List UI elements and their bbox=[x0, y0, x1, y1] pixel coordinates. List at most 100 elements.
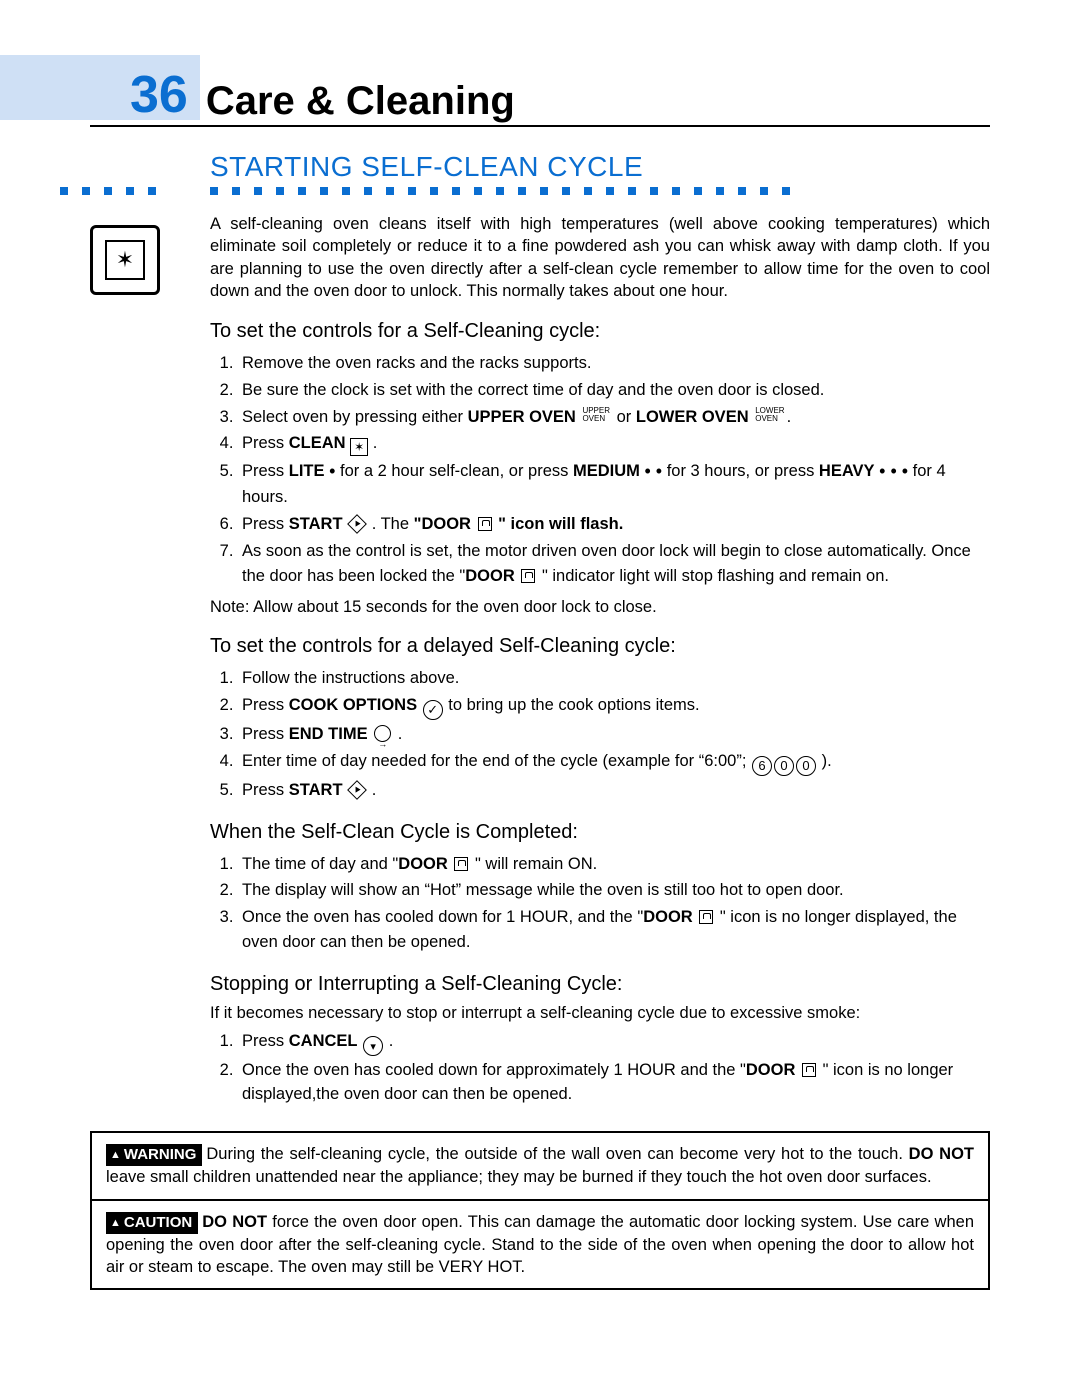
step-text: Press bbox=[242, 434, 289, 452]
bold-term: END TIME bbox=[289, 725, 368, 743]
list-item: Press START . The "DOOR " icon will flas… bbox=[238, 512, 990, 537]
warning-badge: WARNING bbox=[106, 1144, 202, 1166]
page-number: 36 bbox=[130, 69, 188, 121]
sub1-note: Note: Allow about 15 seconds for the ove… bbox=[210, 598, 990, 617]
bold-term: START bbox=[289, 781, 343, 799]
step-text: Remove the oven racks and the racks supp… bbox=[242, 354, 591, 372]
list-item: Enter time of day needed for the end of … bbox=[238, 749, 990, 776]
start-icon bbox=[347, 514, 367, 534]
cancel-icon bbox=[363, 1036, 383, 1056]
sub4-heading: Stopping or Interrupting a Self-Cleaning… bbox=[210, 973, 990, 996]
start-icon bbox=[347, 780, 367, 800]
list-item: Once the oven has cooled down for 1 HOUR… bbox=[238, 905, 990, 955]
step-text: . bbox=[368, 434, 377, 452]
door-lock-icon bbox=[521, 569, 535, 583]
step-text: Select oven by pressing either bbox=[242, 408, 468, 426]
step-text: Press bbox=[242, 462, 289, 480]
step-text: " icon will flash. bbox=[494, 515, 624, 533]
step-text: . bbox=[367, 781, 376, 799]
warning-text: WARNINGDuring the self-cleaning cycle, t… bbox=[106, 1143, 974, 1189]
clean-button-icon: ✶ bbox=[350, 438, 368, 456]
sub2-steps: Follow the instructions above. Press COO… bbox=[210, 666, 990, 802]
sub1-steps: Remove the oven racks and the racks supp… bbox=[210, 351, 990, 588]
list-item: Press COOK OPTIONS to bring up the cook … bbox=[238, 693, 990, 720]
bold-term: DOOR bbox=[465, 567, 515, 585]
page-title: Care & Cleaning bbox=[206, 81, 515, 121]
bold-term: LOWER OVEN bbox=[636, 408, 749, 426]
bold-term: CLEAN bbox=[289, 434, 346, 452]
step-text: . bbox=[787, 408, 792, 426]
section-heading: STARTING SELF-CLEAN CYCLE bbox=[210, 151, 990, 183]
digit-6-icon: 6 bbox=[752, 756, 772, 776]
step-text: The display will show an “Hot” message w… bbox=[242, 881, 844, 899]
sub3-steps: The time of day and "DOOR " will remain … bbox=[210, 852, 990, 955]
digit-0-icon: 0 bbox=[774, 756, 794, 776]
clean-glyph bbox=[105, 240, 145, 280]
caution-text: CAUTIONDO NOT force the oven door open. … bbox=[106, 1211, 974, 1279]
door-lock-icon bbox=[478, 517, 492, 531]
door-lock-icon bbox=[699, 910, 713, 924]
door-lock-icon bbox=[802, 1063, 816, 1077]
step-text: Press bbox=[242, 515, 289, 533]
step-text: Press bbox=[242, 725, 289, 743]
step-text: Press bbox=[242, 781, 289, 799]
list-item: The display will show an “Hot” message w… bbox=[238, 878, 990, 903]
intro-paragraph: A self-cleaning oven cleans itself with … bbox=[210, 213, 990, 302]
step-text: for a 2 hour self-clean, or press bbox=[340, 462, 573, 480]
end-time-icon bbox=[374, 725, 391, 742]
bold-term: DOOR bbox=[746, 1061, 796, 1079]
cook-options-icon bbox=[423, 700, 443, 720]
step-text: . bbox=[384, 1032, 393, 1050]
bold-term: HEAVY bbox=[819, 462, 875, 480]
bold-term: "DOOR bbox=[414, 515, 471, 533]
step-text: Be sure the clock is set with the correc… bbox=[242, 381, 824, 399]
list-item: The time of day and "DOOR " will remain … bbox=[238, 852, 990, 877]
bold-term: DO NOT bbox=[202, 1213, 267, 1231]
page-header: 36 Care & Cleaning bbox=[0, 60, 990, 125]
step-text: Once the oven has cooled down for 1 HOUR… bbox=[242, 908, 643, 926]
bold-term: LITE bbox=[289, 462, 325, 480]
dots-left bbox=[60, 187, 156, 195]
list-item: Press CANCEL . bbox=[238, 1029, 990, 1056]
list-item: Remove the oven racks and the racks supp… bbox=[238, 351, 990, 376]
warning-part: During the self-cleaning cycle, the outs… bbox=[206, 1145, 908, 1163]
sub4-intro: If it becomes necessary to stop or inter… bbox=[210, 1004, 990, 1023]
step-text: " indicator light will stop flashing and… bbox=[537, 567, 889, 585]
step-text: Enter time of day needed for the end of … bbox=[242, 752, 751, 770]
step-text: . bbox=[393, 725, 402, 743]
step-text: Press bbox=[242, 696, 289, 714]
upper-oven-icon: UPPEROVEN bbox=[582, 407, 610, 421]
step-text: Once the oven has cooled down for approx… bbox=[242, 1061, 746, 1079]
warning-part: leave small children unattended near the… bbox=[106, 1168, 932, 1186]
bold-term: DOOR bbox=[398, 855, 448, 873]
dotted-divider bbox=[210, 187, 990, 201]
list-item: Select oven by pressing either UPPER OVE… bbox=[238, 405, 990, 430]
step-text: Press bbox=[242, 1032, 289, 1050]
list-item: Press START . bbox=[238, 778, 990, 803]
sub3-heading: When the Self-Clean Cycle is Completed: bbox=[210, 821, 990, 844]
self-clean-icon bbox=[90, 225, 160, 295]
sub4-steps: Press CANCEL . Once the oven has cooled … bbox=[210, 1029, 990, 1108]
bold-term: UPPER OVEN bbox=[468, 408, 576, 426]
bold-term: CANCEL bbox=[289, 1032, 358, 1050]
warning-box: WARNINGDuring the self-cleaning cycle, t… bbox=[90, 1131, 990, 1201]
list-item: As soon as the control is set, the motor… bbox=[238, 539, 990, 589]
list-item: Press LITE • for a 2 hour self-clean, or… bbox=[238, 458, 990, 510]
list-item: Be sure the clock is set with the correc… bbox=[238, 378, 990, 403]
bold-term: DOOR bbox=[643, 908, 693, 926]
digit-0-icon: 0 bbox=[796, 756, 816, 776]
lower-oven-icon: LOWEROVEN bbox=[755, 407, 784, 421]
step-text: Follow the instructions above. bbox=[242, 669, 459, 687]
caution-box: CAUTIONDO NOT force the oven door open. … bbox=[90, 1201, 990, 1291]
list-item: Press CLEAN ✶ . bbox=[238, 431, 990, 456]
caution-badge: CAUTION bbox=[106, 1212, 198, 1234]
bold-term: START bbox=[289, 515, 343, 533]
dots-right bbox=[210, 187, 990, 195]
door-lock-icon bbox=[454, 857, 468, 871]
list-item: Follow the instructions above. bbox=[238, 666, 990, 691]
bold-term: MEDIUM bbox=[573, 462, 640, 480]
step-text: for 3 hours, or press bbox=[667, 462, 819, 480]
list-item: Once the oven has cooled down for approx… bbox=[238, 1058, 990, 1108]
step-text: " will remain ON. bbox=[470, 855, 597, 873]
bold-term: COOK OPTIONS bbox=[289, 696, 417, 714]
